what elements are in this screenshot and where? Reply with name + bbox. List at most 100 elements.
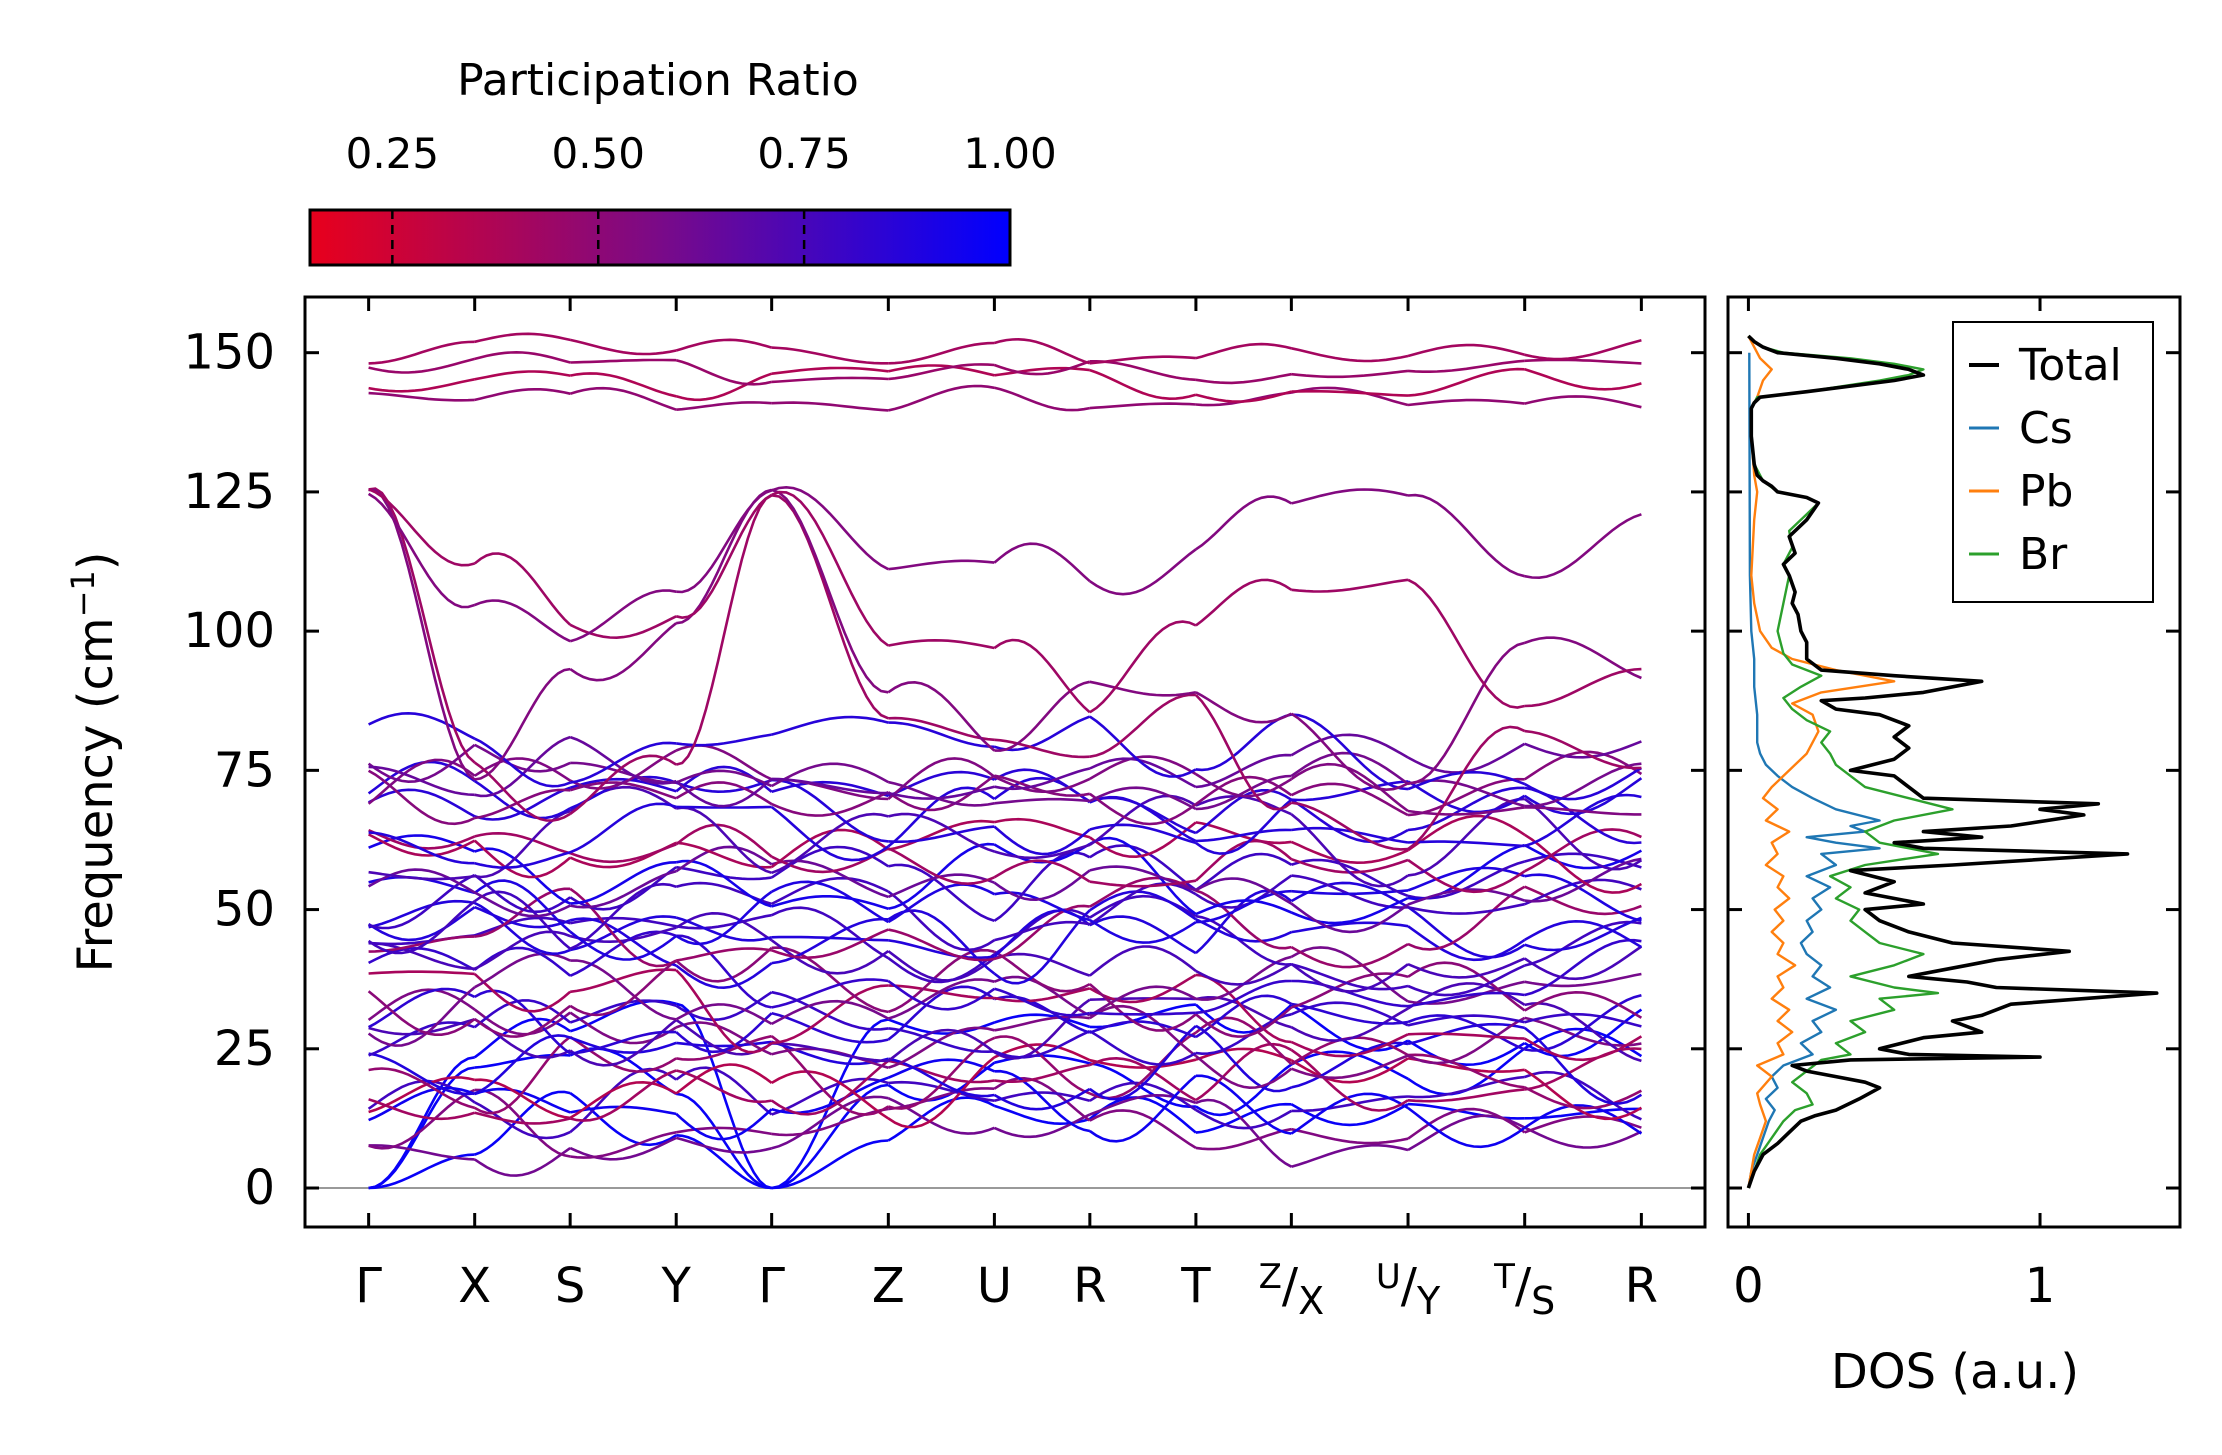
band-segment	[993, 825, 1091, 856]
band-segment	[1195, 1042, 1292, 1102]
dos-x-axis-label: DOS (a.u.)	[1831, 1344, 2079, 1400]
band-segment	[675, 962, 773, 990]
colorbar-tick-label: 0.25	[346, 129, 440, 178]
legend-label: Cs	[2019, 403, 2073, 454]
band-segment	[473, 1004, 571, 1038]
band-segment	[1195, 1054, 1293, 1090]
band-segment	[1291, 488, 1409, 505]
band-segment	[1291, 972, 1409, 1009]
band-segment	[569, 735, 677, 785]
band-segment	[473, 879, 572, 933]
band-segment	[771, 1077, 889, 1116]
band-segment	[1524, 916, 1642, 952]
y-tick-label: 100	[183, 603, 275, 659]
band-segment	[1407, 1106, 1526, 1149]
band-segment	[1407, 780, 1526, 814]
band-segment	[994, 995, 1091, 1034]
band-segment	[474, 332, 571, 344]
band-segment	[569, 917, 677, 967]
band-segment	[474, 788, 571, 820]
band-segment	[1407, 1039, 1526, 1067]
band-segment	[771, 715, 889, 736]
band-segment	[1524, 358, 1642, 365]
band-segment	[993, 859, 1091, 883]
dos-lines	[1746, 334, 2159, 1189]
band-segment	[368, 1021, 476, 1057]
band-segment	[771, 490, 890, 647]
band-segment	[569, 843, 677, 864]
band-segment	[771, 494, 889, 720]
band-segment	[676, 841, 772, 869]
band-segment	[1523, 945, 1643, 981]
band-segment	[474, 851, 571, 869]
band-segment	[367, 986, 476, 1047]
band-segment	[1290, 813, 1409, 888]
band-segment	[771, 978, 889, 1009]
x-tick-label: S	[555, 1258, 585, 1314]
band-segment	[676, 913, 772, 930]
band-segment	[1290, 840, 1409, 865]
y-tick-label: 50	[214, 882, 275, 938]
band-segment	[1523, 1104, 1643, 1135]
band-segment	[1195, 828, 1292, 843]
band-segment	[368, 1052, 475, 1096]
band-segment	[1290, 962, 1409, 993]
band-segment	[1089, 786, 1197, 811]
band-segment	[474, 989, 571, 1055]
band-segment	[1195, 1102, 1292, 1134]
band-segment	[1195, 899, 1292, 916]
band-segment	[1195, 798, 1293, 855]
band-segment	[1407, 359, 1525, 373]
band-segment	[1195, 821, 1292, 845]
band-segment	[887, 950, 996, 982]
band-segment	[1524, 513, 1642, 580]
band-segment	[1407, 1102, 1525, 1120]
band-segment	[1089, 755, 1197, 781]
band-segment	[887, 847, 995, 886]
band-segment	[1089, 1029, 1197, 1066]
band-segment	[888, 384, 995, 412]
band-segment	[1407, 493, 1526, 578]
band-segment	[473, 890, 572, 950]
legend-label: Total	[2018, 340, 2122, 391]
band-segment	[1195, 578, 1293, 627]
band-segment	[1524, 972, 1642, 988]
band-segment	[887, 680, 996, 752]
band-segment	[675, 1002, 773, 1190]
band-segment	[1524, 919, 1643, 949]
band-segment	[569, 741, 677, 784]
band-segment	[569, 1080, 677, 1120]
band-segment	[770, 1035, 889, 1116]
band-segment	[1524, 766, 1643, 801]
band-segment	[474, 350, 571, 364]
colorbar-tick-label: 0.75	[757, 129, 851, 178]
band-segment	[1290, 881, 1409, 909]
band-segment	[676, 1134, 772, 1190]
band-segment	[1291, 1002, 1409, 1025]
band-segment	[994, 386, 1091, 412]
band-segment	[1089, 715, 1197, 778]
x-tick-label: U/Y	[1376, 1257, 1441, 1323]
x-tick-label: U	[977, 1258, 1012, 1314]
band-segment	[1524, 828, 1642, 873]
band-segment	[368, 946, 476, 972]
band-segment	[771, 366, 889, 375]
band-segment	[1195, 877, 1293, 905]
band-segment	[675, 781, 773, 806]
band-segment	[1524, 339, 1642, 361]
band-segment	[1523, 1026, 1643, 1105]
band-segment	[368, 970, 475, 976]
band-segment	[1407, 885, 1526, 951]
band-segment	[771, 812, 889, 875]
colorbar-title: Participation Ratio	[457, 55, 859, 106]
band-segment	[1089, 890, 1197, 921]
band-segment	[473, 946, 572, 977]
dos-x-tick-label: 1	[2025, 1258, 2056, 1314]
band-segment	[367, 906, 476, 942]
band-segment	[993, 638, 1091, 714]
x-tick-label: Γ	[758, 1258, 785, 1314]
band-segment	[994, 797, 1090, 805]
band-segment	[1524, 729, 1642, 770]
band-segment	[474, 737, 571, 788]
band-segment	[1088, 1096, 1197, 1134]
